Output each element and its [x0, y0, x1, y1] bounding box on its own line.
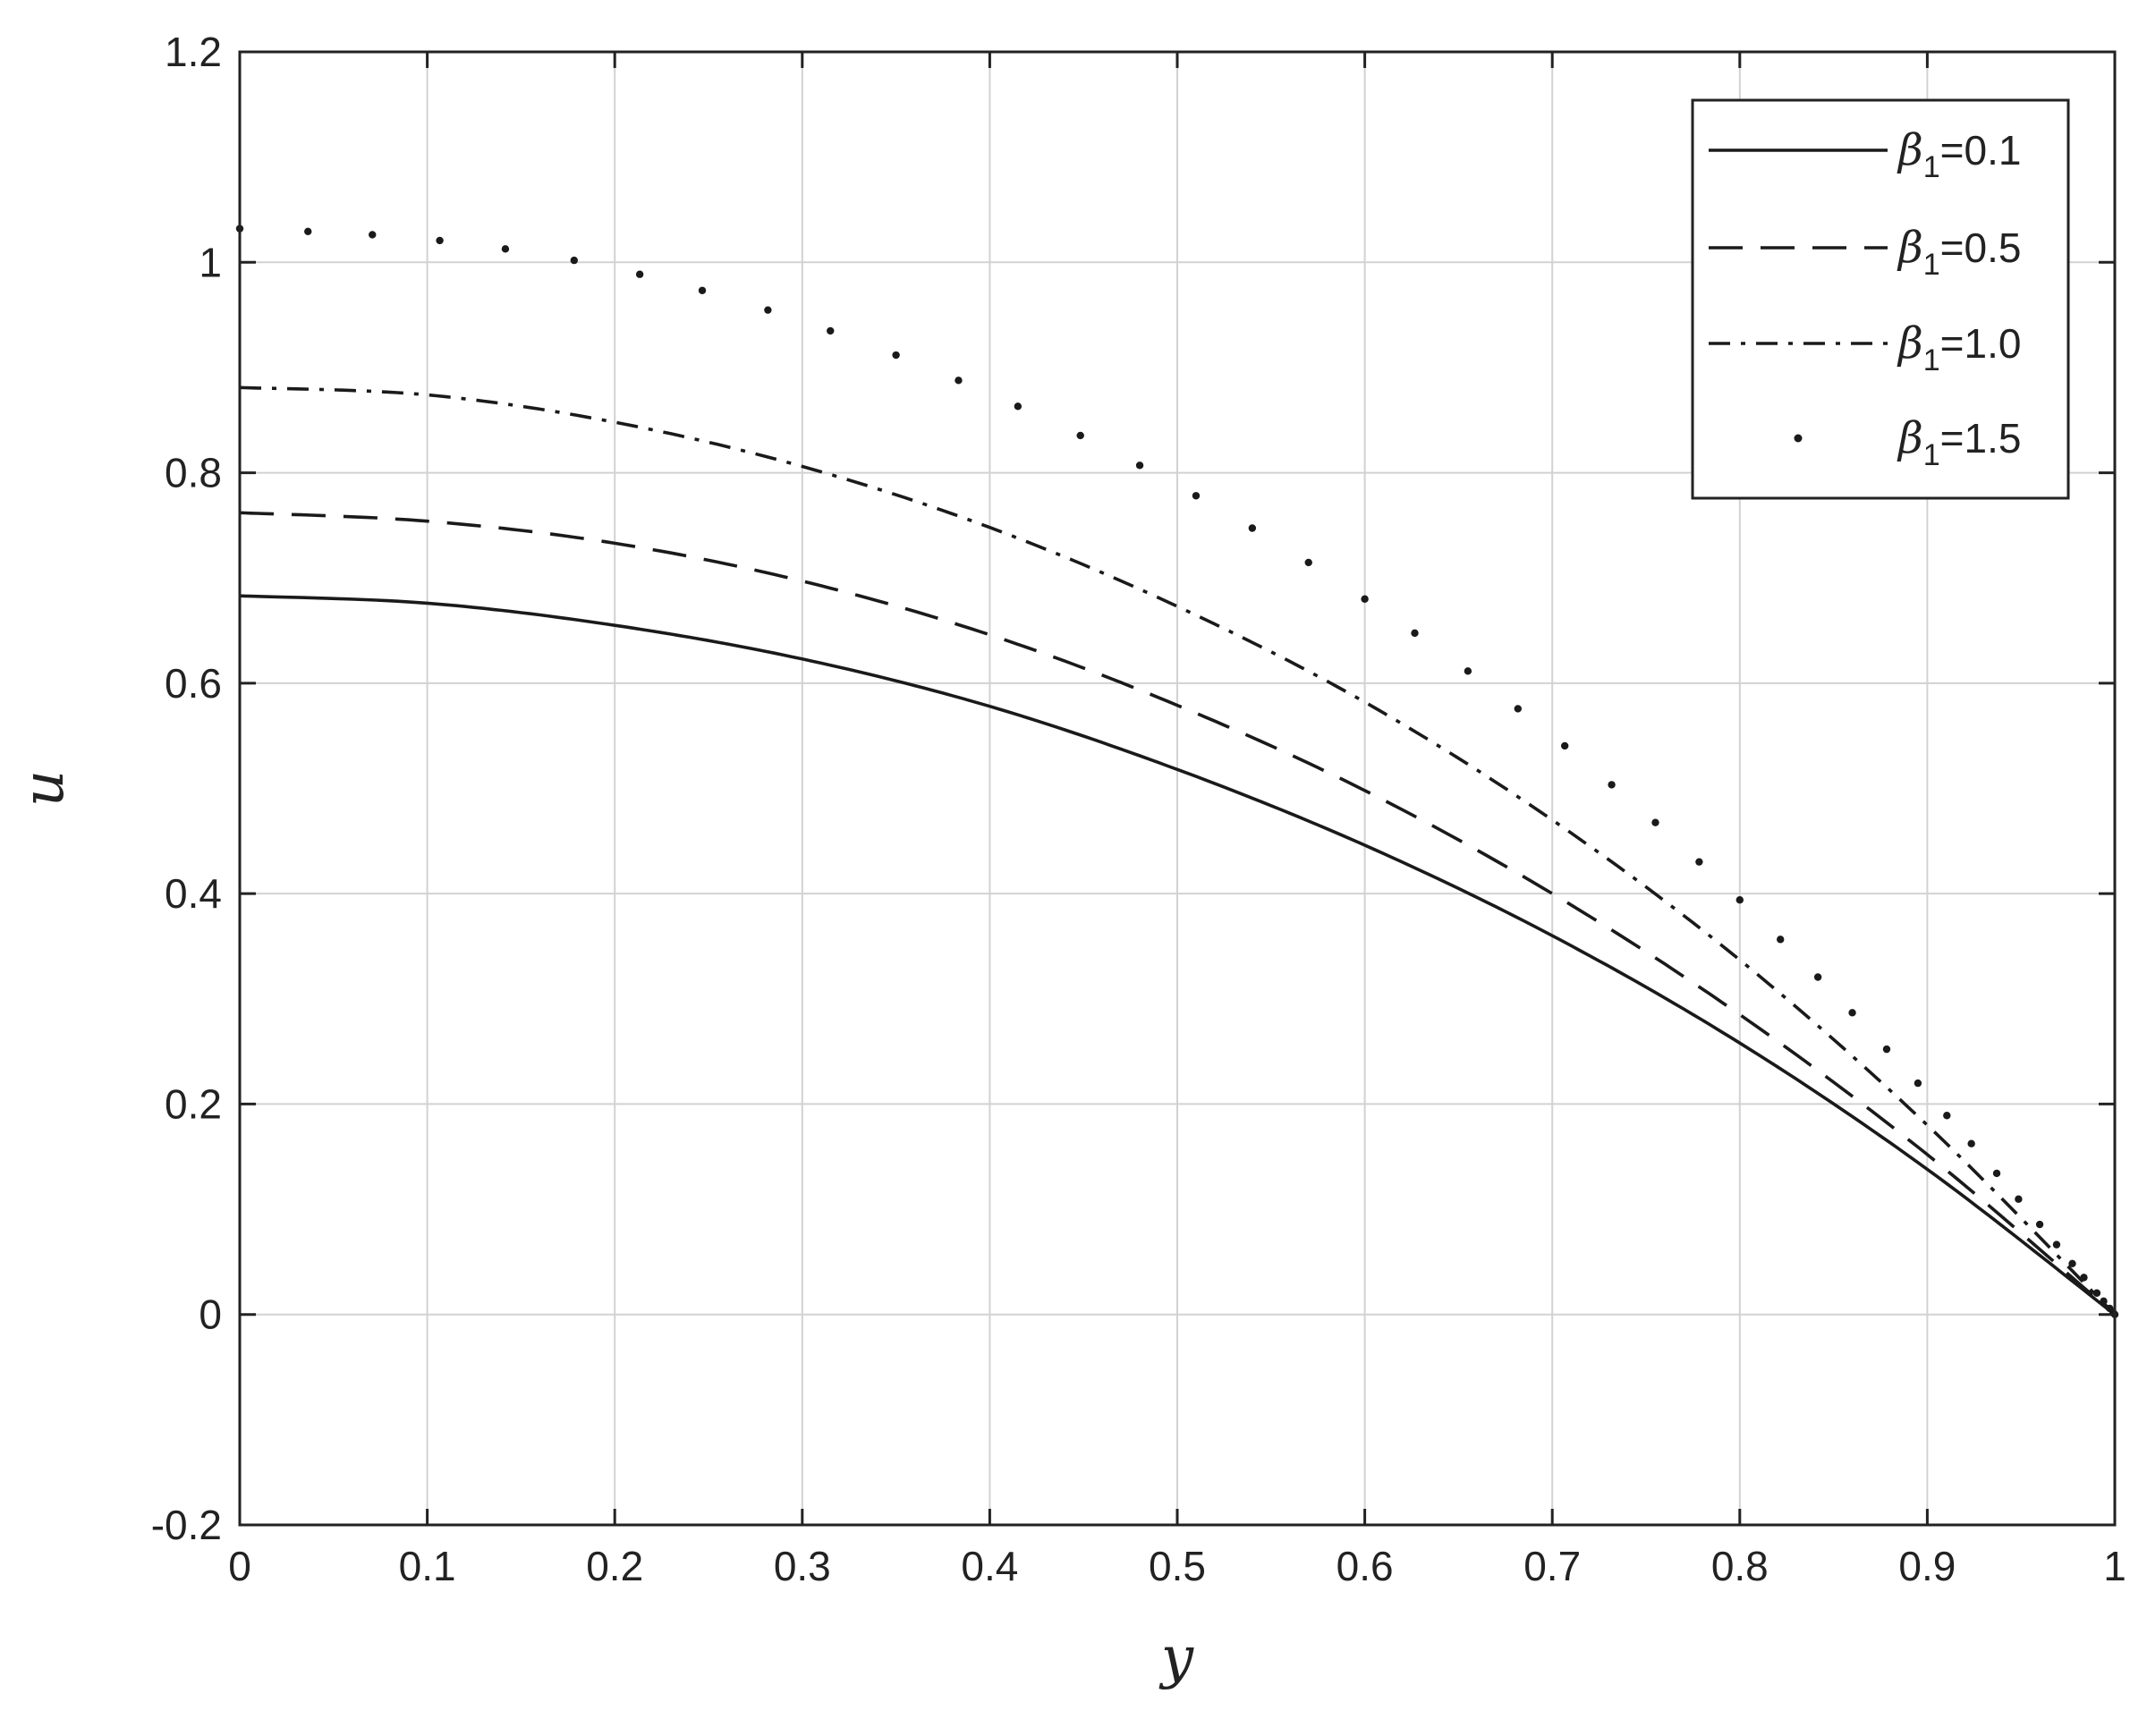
data-point	[1848, 1009, 1856, 1017]
data-point	[2015, 1195, 2023, 1203]
data-point	[1411, 629, 1419, 638]
data-point	[1943, 1112, 1951, 1120]
data-point	[1464, 667, 1472, 675]
legend-box	[1691, 98, 2070, 500]
data-point	[1914, 1079, 1922, 1088]
legend-label-1: β1=0.5	[1897, 223, 2021, 282]
x-tick-label: 1	[2103, 1543, 2126, 1589]
data-point	[1967, 1139, 1975, 1147]
legend-label-0: β1=0.1	[1897, 125, 2021, 184]
x-tick-label: 0.8	[1711, 1543, 1769, 1589]
data-point	[436, 236, 444, 245]
data-point	[1560, 741, 1569, 750]
data-point	[1135, 462, 1144, 470]
x-tick-label: 0.2	[586, 1543, 643, 1589]
data-point	[1076, 431, 1084, 440]
data-point	[2052, 1241, 2061, 1249]
series-line-0	[239, 594, 2117, 1317]
data-point	[1608, 781, 1616, 789]
x-tick-label: 0.5	[1149, 1543, 1206, 1589]
y-tick-label: 1.2	[165, 29, 222, 75]
data-point	[2092, 1289, 2101, 1297]
series-line-2	[239, 385, 2117, 1316]
legend-sample-3	[1794, 434, 1803, 443]
y-tick-label: 1	[199, 239, 222, 285]
y-tick-label: 0	[199, 1291, 222, 1338]
data-point	[304, 227, 312, 235]
data-point	[2080, 1274, 2088, 1282]
data-point	[955, 377, 963, 385]
x-tick-label: 0.1	[399, 1543, 456, 1589]
data-point	[1695, 858, 1703, 866]
series-line-1	[239, 511, 2117, 1317]
data-point	[827, 326, 835, 335]
data-point	[1514, 705, 1522, 713]
data-point	[1882, 1045, 1891, 1054]
x-tick-label: 0.6	[1337, 1543, 1394, 1589]
data-point	[369, 231, 377, 239]
data-point	[2035, 1220, 2044, 1229]
data-point	[1304, 558, 1312, 567]
x-axis-label: y	[1158, 1625, 1194, 1691]
data-point	[1014, 402, 1023, 411]
data-point	[2100, 1297, 2108, 1306]
data-point	[1651, 818, 1659, 826]
y-tick-label: -0.2	[151, 1502, 222, 1548]
data-point	[764, 306, 772, 314]
x-tick-label: 0	[228, 1543, 251, 1589]
data-point	[1248, 524, 1257, 532]
y-tick-label: 0.6	[165, 660, 222, 707]
data-point	[1735, 896, 1744, 904]
y-tick-label: 0.4	[165, 870, 222, 917]
y-axis-label: u	[11, 770, 77, 807]
y-tick-label: 0.8	[165, 450, 222, 496]
data-point	[1192, 492, 1201, 500]
x-tick-label: 0.3	[774, 1543, 831, 1589]
x-tick-label: 0.4	[961, 1543, 1018, 1589]
data-point	[2068, 1259, 2076, 1267]
data-point	[1813, 973, 1822, 981]
data-point	[698, 286, 707, 294]
legend: β1=0.1 β1=0.5 β1=1.0 β1=1.5	[1691, 98, 2070, 500]
legend-label-3: β1=1.5	[1897, 413, 2021, 472]
data-point	[635, 270, 644, 278]
x-tick-label: 0.7	[1523, 1543, 1581, 1589]
data-point	[1992, 1169, 2001, 1178]
data-point	[892, 351, 900, 360]
legend-label-2: β1=1.0	[1897, 318, 2021, 377]
axis-ticks: 0 0.1 0.2 0.3 0.4 0.5 0.6 0.7 0.8 0.9 1-0.200.20.4…	[151, 29, 2126, 1589]
series-layer	[235, 224, 2119, 1318]
data-point	[570, 256, 578, 265]
data-point	[501, 245, 510, 253]
y-tick-label: 0.2	[165, 1080, 222, 1127]
data-point	[1361, 595, 1369, 603]
data-point	[1777, 936, 1785, 944]
x-tick-label: 0.9	[1898, 1543, 1956, 1589]
